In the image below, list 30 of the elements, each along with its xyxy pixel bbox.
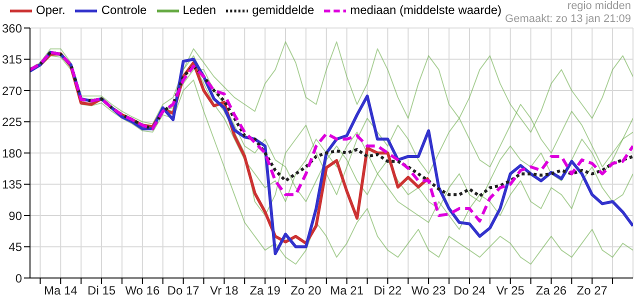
y-tick-label: 225 [2, 115, 22, 130]
x-tick-label: Vr 25 [496, 284, 525, 298]
x-tick-label: Ma 14 [44, 284, 78, 298]
text: regio midden [566, 0, 631, 13]
x-tick-label: Za 26 [536, 284, 567, 298]
x-tick-label: Do 17 [167, 284, 200, 298]
y-tick-label: 315 [2, 52, 22, 67]
legend-label: Leden [182, 3, 216, 18]
x-tick-label: Zo 27 [576, 284, 608, 298]
x-tick-label: Vr 18 [210, 284, 239, 298]
y-tick-label: 135 [2, 178, 22, 192]
text: Gemaakt: zo 13 jan 21:09 [505, 13, 631, 26]
y-tick-label: 0 [15, 271, 22, 286]
x-tick-label: Di 22 [374, 284, 402, 298]
y-tick-label: 270 [2, 84, 22, 98]
legend-label: Oper. [36, 3, 66, 18]
y-tick-label: 90 [8, 208, 22, 223]
x-tick-label: Za 19 [250, 284, 281, 298]
y-tick-label: 45 [8, 240, 22, 254]
y-tick-label: 180 [2, 146, 22, 160]
x-tick-label: Di 15 [88, 284, 116, 298]
legend-label: mediaan (middelste waarde) [350, 3, 502, 18]
x-tick-label: Ma 21 [330, 284, 364, 298]
x-tick-label: Wo 16 [125, 284, 160, 298]
x-tick-label: Do 24 [453, 284, 486, 298]
y-tick-label: 360 [2, 21, 22, 36]
legend-label: Controle [101, 3, 147, 18]
legend-label: gemiddelde [252, 3, 314, 18]
x-tick-label: Zo 20 [290, 284, 322, 298]
x-tick-label: Wo 23 [411, 284, 446, 298]
